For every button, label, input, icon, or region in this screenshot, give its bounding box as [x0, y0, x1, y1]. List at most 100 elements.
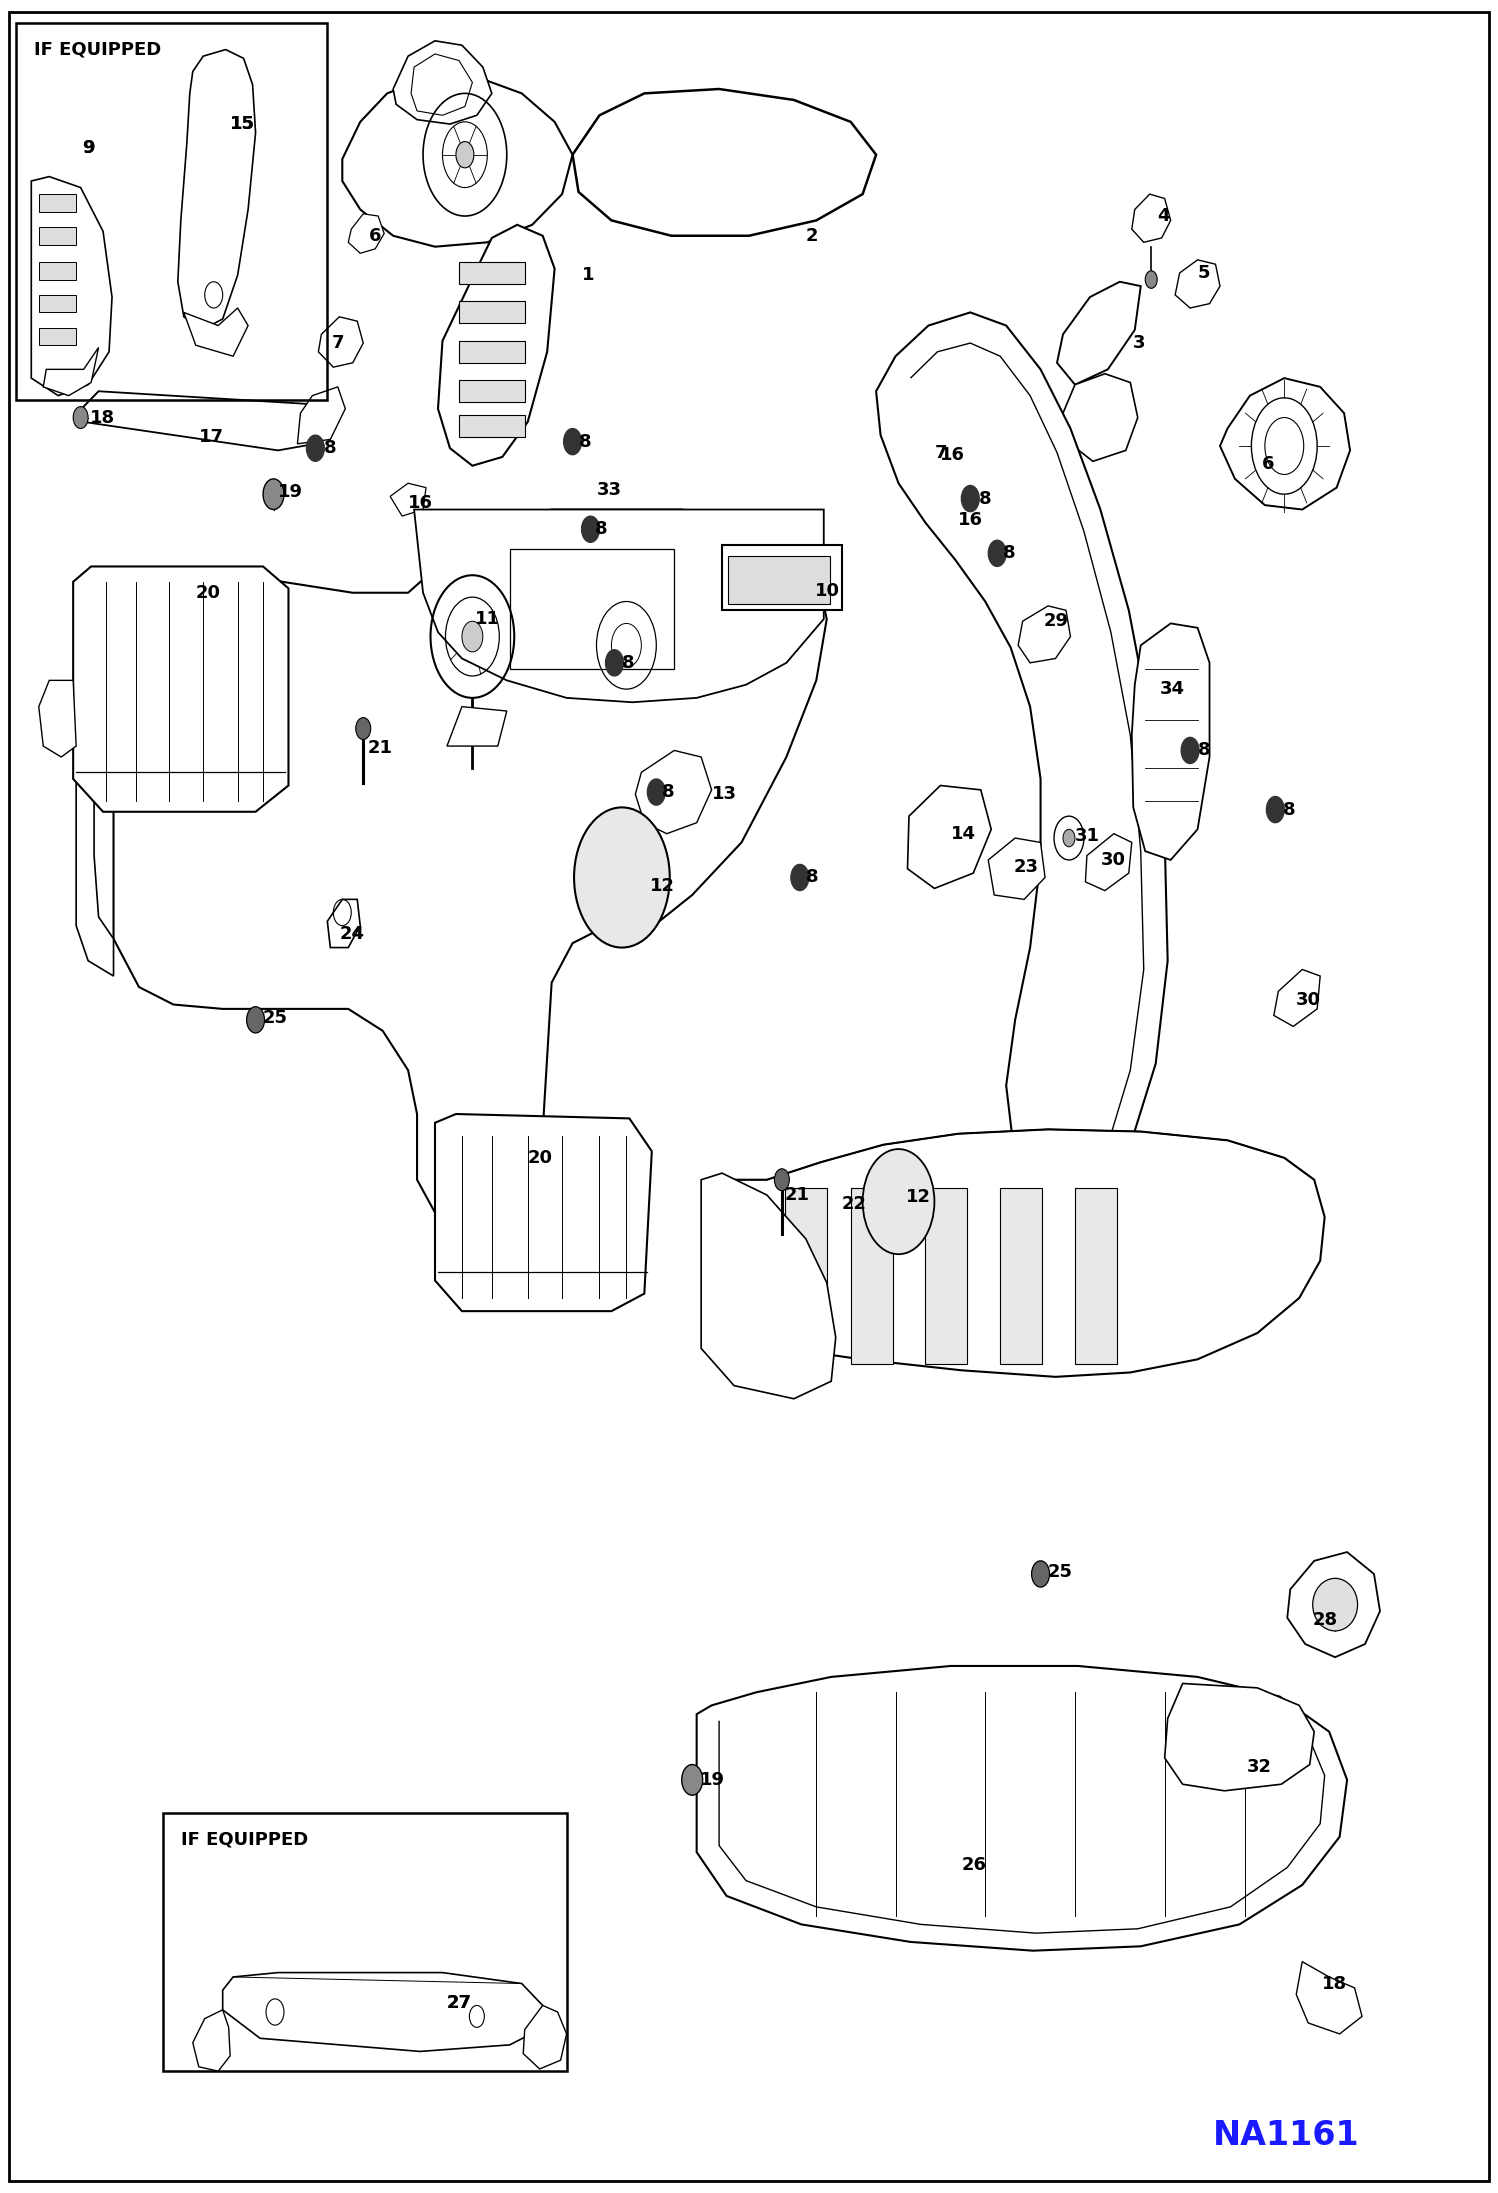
Polygon shape — [178, 50, 256, 329]
Text: 15: 15 — [231, 114, 255, 134]
Polygon shape — [389, 482, 425, 515]
Text: 19: 19 — [279, 482, 303, 500]
Text: 20: 20 — [196, 583, 220, 601]
Circle shape — [962, 485, 980, 511]
Polygon shape — [434, 1114, 652, 1311]
Circle shape — [682, 1765, 703, 1796]
Polygon shape — [437, 226, 554, 465]
Polygon shape — [458, 300, 524, 322]
Polygon shape — [43, 346, 99, 395]
Polygon shape — [1076, 1189, 1118, 1364]
Circle shape — [355, 717, 370, 739]
Polygon shape — [697, 1667, 1347, 1952]
Polygon shape — [343, 79, 572, 246]
Circle shape — [461, 621, 482, 651]
Text: 24: 24 — [340, 925, 364, 943]
Circle shape — [1146, 270, 1156, 287]
Polygon shape — [39, 228, 76, 243]
Polygon shape — [413, 509, 824, 702]
Bar — [728, 555, 830, 603]
Text: 8: 8 — [806, 868, 818, 886]
Text: 32: 32 — [1246, 1759, 1272, 1776]
Text: NA1161: NA1161 — [1212, 2118, 1359, 2151]
Circle shape — [1180, 737, 1198, 763]
Polygon shape — [184, 307, 249, 355]
Polygon shape — [1064, 373, 1138, 461]
Polygon shape — [458, 261, 524, 283]
Text: 6: 6 — [1261, 454, 1275, 471]
Polygon shape — [701, 1173, 836, 1399]
Text: 18: 18 — [90, 408, 115, 425]
Polygon shape — [39, 195, 76, 213]
Circle shape — [1032, 1561, 1050, 1588]
Polygon shape — [1219, 377, 1350, 509]
Polygon shape — [1019, 605, 1071, 662]
Text: 6: 6 — [369, 226, 382, 246]
Polygon shape — [319, 316, 363, 366]
Text: 2: 2 — [806, 226, 818, 246]
Text: 12: 12 — [650, 877, 676, 895]
Circle shape — [791, 864, 809, 890]
Polygon shape — [1132, 195, 1170, 241]
Polygon shape — [635, 750, 712, 833]
Polygon shape — [1174, 259, 1219, 307]
Polygon shape — [39, 294, 76, 311]
Circle shape — [563, 428, 581, 454]
Polygon shape — [84, 390, 331, 450]
Text: 3: 3 — [1134, 333, 1146, 353]
Circle shape — [647, 779, 665, 805]
Polygon shape — [572, 90, 876, 235]
Bar — [163, 1814, 566, 2070]
Polygon shape — [446, 706, 506, 746]
Text: 10: 10 — [815, 581, 840, 599]
Text: 28: 28 — [1312, 1612, 1338, 1629]
Text: 8: 8 — [980, 489, 992, 507]
Text: 29: 29 — [1044, 612, 1068, 629]
Polygon shape — [851, 1189, 893, 1364]
Text: 19: 19 — [700, 1772, 725, 1789]
Bar — [16, 24, 328, 399]
Text: 21: 21 — [785, 1186, 810, 1204]
Polygon shape — [523, 2004, 566, 2068]
Polygon shape — [458, 379, 524, 401]
Polygon shape — [39, 261, 76, 279]
Polygon shape — [458, 340, 524, 362]
Text: 16: 16 — [941, 445, 965, 463]
Text: 22: 22 — [842, 1195, 867, 1213]
Text: 13: 13 — [712, 785, 737, 803]
Text: 12: 12 — [906, 1189, 930, 1206]
Polygon shape — [926, 1189, 968, 1364]
Circle shape — [774, 1169, 789, 1191]
Text: 25: 25 — [1049, 1564, 1073, 1581]
Polygon shape — [39, 327, 76, 344]
Text: 31: 31 — [1076, 827, 1100, 844]
Circle shape — [863, 1149, 935, 1254]
Polygon shape — [876, 311, 1167, 1189]
Text: 5: 5 — [1197, 263, 1210, 283]
Text: 7: 7 — [935, 443, 947, 461]
Text: 26: 26 — [962, 1855, 986, 1875]
Circle shape — [989, 539, 1007, 566]
Polygon shape — [785, 1189, 827, 1364]
Polygon shape — [704, 1129, 1324, 1377]
Circle shape — [73, 406, 88, 428]
Bar — [722, 544, 842, 610]
Circle shape — [1064, 829, 1076, 846]
Text: 1: 1 — [581, 265, 595, 285]
Text: 8: 8 — [578, 432, 592, 450]
Polygon shape — [328, 899, 360, 947]
Text: 8: 8 — [622, 654, 635, 671]
Ellipse shape — [1312, 1579, 1357, 1632]
Polygon shape — [31, 178, 112, 395]
Polygon shape — [1086, 833, 1132, 890]
Polygon shape — [938, 498, 974, 531]
Text: 8: 8 — [595, 520, 608, 537]
Text: 16: 16 — [959, 511, 983, 529]
Polygon shape — [223, 1972, 542, 2050]
Text: 17: 17 — [199, 428, 223, 445]
Circle shape — [455, 143, 473, 169]
Circle shape — [247, 1007, 265, 1033]
Polygon shape — [193, 2009, 231, 2070]
Polygon shape — [920, 434, 956, 467]
Text: 8: 8 — [1004, 544, 1016, 561]
